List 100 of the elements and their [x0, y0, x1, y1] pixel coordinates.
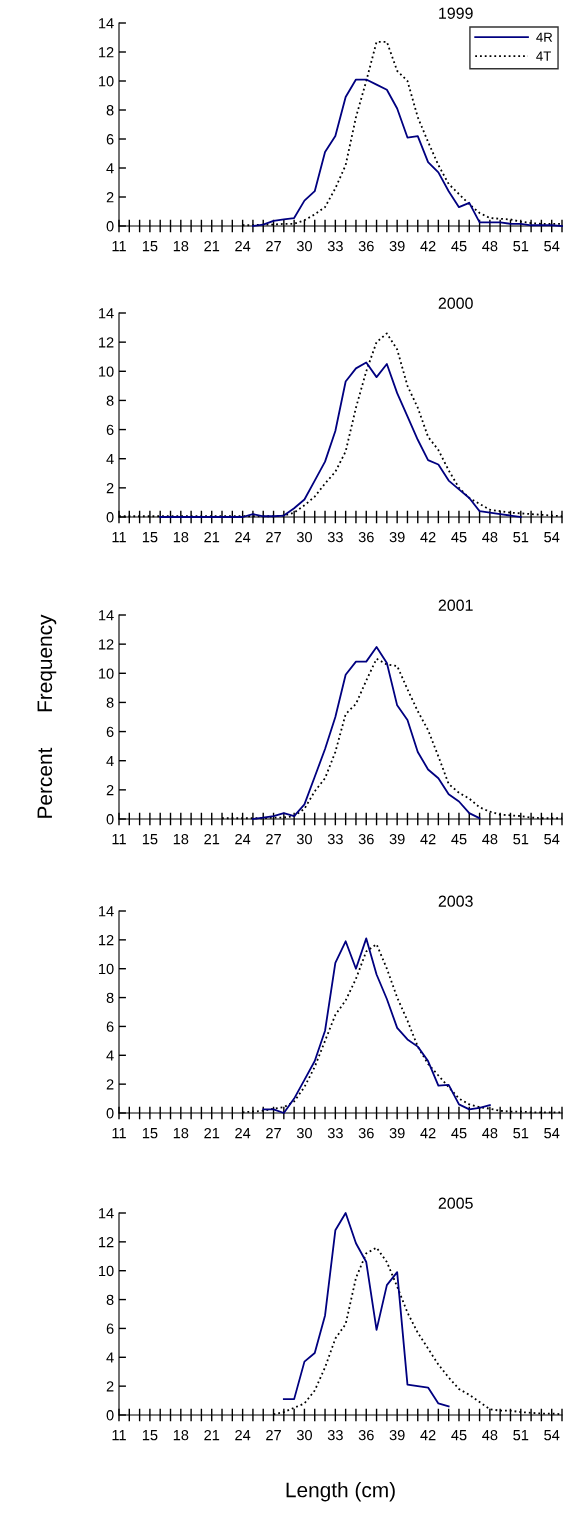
y-axis-title: Percent Frequency	[37, 614, 57, 818]
x-tick-label: 24	[235, 1429, 251, 1441]
y-tick-label: 10	[99, 76, 114, 87]
x-tick-label: 21	[204, 1127, 220, 1139]
x-tick-label: 36	[358, 531, 374, 543]
y-tick-label: 14	[99, 610, 114, 621]
line-series	[252, 646, 481, 820]
x-tick-label: 36	[358, 1429, 374, 1441]
x-tick-label: 15	[142, 1128, 158, 1139]
y-tick-label: 6	[106, 1021, 114, 1032]
x-tick-label: 15	[142, 241, 158, 252]
y-tick-label: 6	[106, 424, 114, 435]
x-tick-label: 24	[235, 1127, 251, 1139]
y-tick-label: 4	[106, 163, 114, 174]
line-series	[282, 1212, 450, 1408]
x-tick-label: 54	[544, 834, 560, 845]
y-tick-label: 8	[106, 697, 114, 708]
y-tick-label: 14	[99, 906, 114, 917]
y-tick-label: 6	[106, 726, 114, 737]
x-tick-label: 48	[482, 833, 498, 845]
x-tick-label: 39	[389, 1429, 405, 1441]
x-tick-label: 45	[451, 241, 467, 252]
x-tick-label: 51	[513, 834, 529, 845]
x-tick-label: 30	[296, 240, 312, 252]
x-tick-label: 33	[327, 1127, 343, 1139]
x-tick-label: 51	[513, 1128, 529, 1139]
x-axis-title: Length (cm)	[286, 1482, 395, 1502]
x-tick-label: 24	[235, 240, 251, 252]
x-tick-label: 42	[420, 531, 436, 543]
x-tick-label: 54	[544, 1430, 560, 1441]
x-tick-label: 15	[142, 1430, 158, 1441]
y-tick-label: 6	[106, 1323, 114, 1334]
y-tick-label: 4	[106, 755, 114, 766]
x-tick-label: 54	[544, 532, 560, 543]
x-tick-label: 27	[266, 531, 281, 543]
x-tick-label: 21	[204, 240, 220, 252]
legend-label: 4T	[536, 51, 551, 61]
x-tick-label: 51	[513, 241, 529, 252]
x-tick-label: 48	[482, 1127, 498, 1139]
x-tick-label: 18	[173, 1127, 189, 1139]
x-tick-label: 21	[204, 833, 220, 845]
line-series	[252, 78, 563, 227]
chart-title: 2003	[438, 895, 473, 907]
line-series	[159, 361, 522, 518]
x-tick-label: 24	[235, 833, 251, 845]
x-tick-label: 33	[327, 1429, 343, 1441]
x-tick-label: 39	[389, 531, 405, 543]
x-tick-label: 33	[327, 531, 343, 543]
x-tick-label: 27	[266, 1429, 281, 1441]
x-tick-label: 21	[204, 1429, 220, 1441]
x-tick-label: 18	[173, 833, 189, 845]
x-tick-label: 45	[451, 834, 467, 845]
x-tick-label: 11	[112, 834, 126, 845]
y-tick-label: 10	[99, 366, 114, 377]
x-tick-label: 51	[513, 532, 529, 543]
x-tick-label: 33	[327, 240, 343, 252]
y-tick-label: 2	[106, 192, 114, 203]
x-tick-label: 45	[451, 1430, 467, 1441]
y-tick-label: 0	[106, 221, 114, 232]
x-tick-label: 36	[358, 833, 374, 845]
y-tick-label: 0	[106, 1108, 114, 1119]
x-tick-label: 30	[296, 1127, 312, 1139]
x-tick-label: 21	[204, 531, 220, 543]
chart-title: 2000	[438, 297, 473, 309]
x-tick-label: 42	[420, 833, 436, 845]
chart-title: 2005	[438, 1197, 473, 1209]
y-tick-label: 8	[106, 1294, 114, 1305]
y-tick-label: 4	[106, 1050, 114, 1061]
y-tick-label: 8	[106, 395, 114, 406]
x-tick-label: 39	[389, 833, 405, 845]
x-tick-label: 45	[451, 1128, 467, 1139]
y-tick-label: 14	[99, 1208, 114, 1219]
x-tick-label: 42	[420, 240, 436, 252]
y-tick-label: 6	[106, 134, 114, 145]
chart-title: 2001	[438, 599, 473, 611]
x-tick-label: 24	[235, 531, 251, 543]
x-tick-label: 36	[358, 240, 374, 252]
x-tick-label: 18	[173, 240, 189, 252]
x-tick-label: 48	[482, 240, 498, 252]
x-tick-label: 45	[451, 532, 467, 543]
y-tick-label: 2	[106, 784, 114, 796]
x-tick-label: 27	[266, 833, 281, 845]
x-tick-label: 39	[389, 240, 405, 252]
legend-label: 4R	[536, 32, 553, 42]
x-tick-label: 15	[142, 834, 158, 845]
y-tick-label: 4	[106, 453, 114, 464]
y-tick-label: 10	[99, 1265, 114, 1277]
x-tick-label: 39	[389, 1127, 405, 1139]
y-tick-label: 12	[99, 934, 114, 946]
y-tick-label: 0	[106, 512, 114, 523]
x-tick-label: 27	[266, 240, 281, 252]
x-tick-label: 18	[173, 531, 189, 543]
x-tick-label: 27	[266, 1127, 281, 1139]
x-tick-label: 30	[296, 531, 312, 543]
x-tick-label: 36	[358, 1127, 374, 1139]
y-tick-label: 0	[106, 814, 114, 825]
y-tick-label: 10	[99, 668, 114, 679]
y-tick-label: 10	[99, 963, 114, 975]
x-tick-label: 48	[482, 1429, 498, 1441]
x-tick-label: 30	[296, 833, 312, 845]
